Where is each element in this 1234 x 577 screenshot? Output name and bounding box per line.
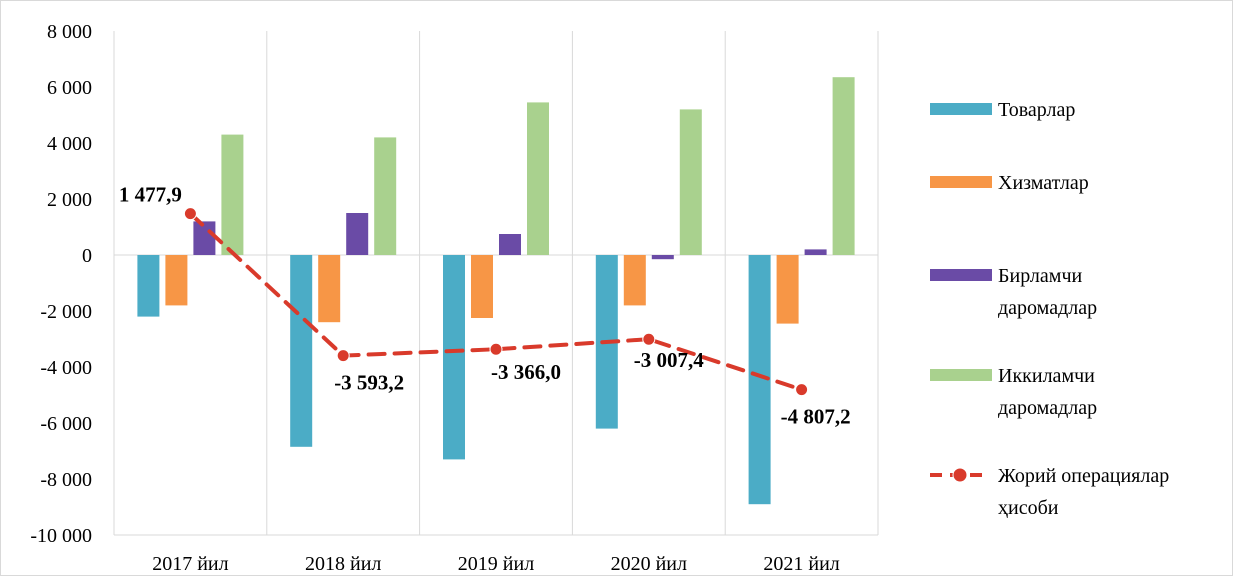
- x-tick-label: 2019 йил: [458, 553, 534, 575]
- x-tick-label: 2018 йил: [305, 553, 381, 575]
- legend-swatch: [930, 369, 992, 381]
- bar-1: [748, 255, 771, 505]
- bar-1: [137, 255, 160, 317]
- bar-4: [221, 134, 244, 255]
- bar-2: [471, 255, 493, 318]
- legend-label: Бирламчи: [998, 265, 1082, 287]
- current-account-point: [489, 342, 503, 356]
- y-tick-label: 8 000: [47, 21, 92, 43]
- data-label: -3 007,4: [634, 348, 704, 372]
- bar-2: [318, 255, 341, 323]
- legend-label: ҳисоби: [998, 497, 1059, 519]
- y-tick-label: -8 000: [40, 469, 92, 491]
- y-tick-label: -4 000: [40, 357, 92, 379]
- current-account-point: [795, 383, 809, 397]
- legend-label: Хизматлар: [998, 172, 1089, 194]
- bar-3: [193, 221, 216, 255]
- bar-4: [679, 109, 702, 256]
- bar-3: [346, 213, 369, 255]
- bar-3: [499, 234, 521, 255]
- y-tick-label: -10 000: [30, 525, 92, 547]
- y-tick-label: -6 000: [40, 413, 92, 435]
- legend-swatch: [930, 269, 992, 281]
- current-account-point: [336, 349, 350, 363]
- y-tick-label: 4 000: [47, 133, 92, 155]
- x-tick-label: 2020 йил: [611, 553, 687, 575]
- data-label: -4 807,2: [781, 405, 851, 429]
- bar-4: [374, 137, 397, 255]
- bar-1: [290, 255, 313, 447]
- bar-3: [804, 249, 827, 255]
- y-tick-label: 0: [82, 245, 92, 267]
- x-tick-label: 2021 йил: [763, 553, 839, 575]
- bar-2: [165, 255, 188, 306]
- data-label: 1 477,9: [119, 183, 182, 207]
- data-label: -3 593,2: [334, 371, 404, 395]
- legend-swatch: [930, 103, 992, 115]
- bar-2: [776, 255, 799, 324]
- legend-label: Товарлар: [998, 99, 1075, 121]
- x-tick-label: 2017 йил: [152, 553, 228, 575]
- legend-label: Жорий операциялар: [998, 465, 1169, 487]
- data-label: -3 366,0: [491, 360, 561, 384]
- legend-swatch: [930, 176, 992, 188]
- current-account-point: [183, 207, 197, 221]
- current-account-line: [188, 211, 804, 392]
- current-account-point: [642, 332, 656, 346]
- legend-label: Иккиламчи: [998, 365, 1095, 387]
- bar-4: [527, 102, 549, 256]
- y-tick-label: 2 000: [47, 189, 92, 211]
- bar-1: [443, 255, 465, 460]
- bar-2: [623, 255, 646, 306]
- bar-4: [832, 77, 855, 255]
- legend-label: даромадлар: [998, 397, 1097, 419]
- legend-label: даромадлар: [998, 297, 1097, 319]
- y-tick-label: -2 000: [40, 301, 92, 323]
- legend-marker: [952, 467, 968, 483]
- bar-3: [651, 255, 674, 260]
- y-tick-label: 6 000: [47, 77, 92, 99]
